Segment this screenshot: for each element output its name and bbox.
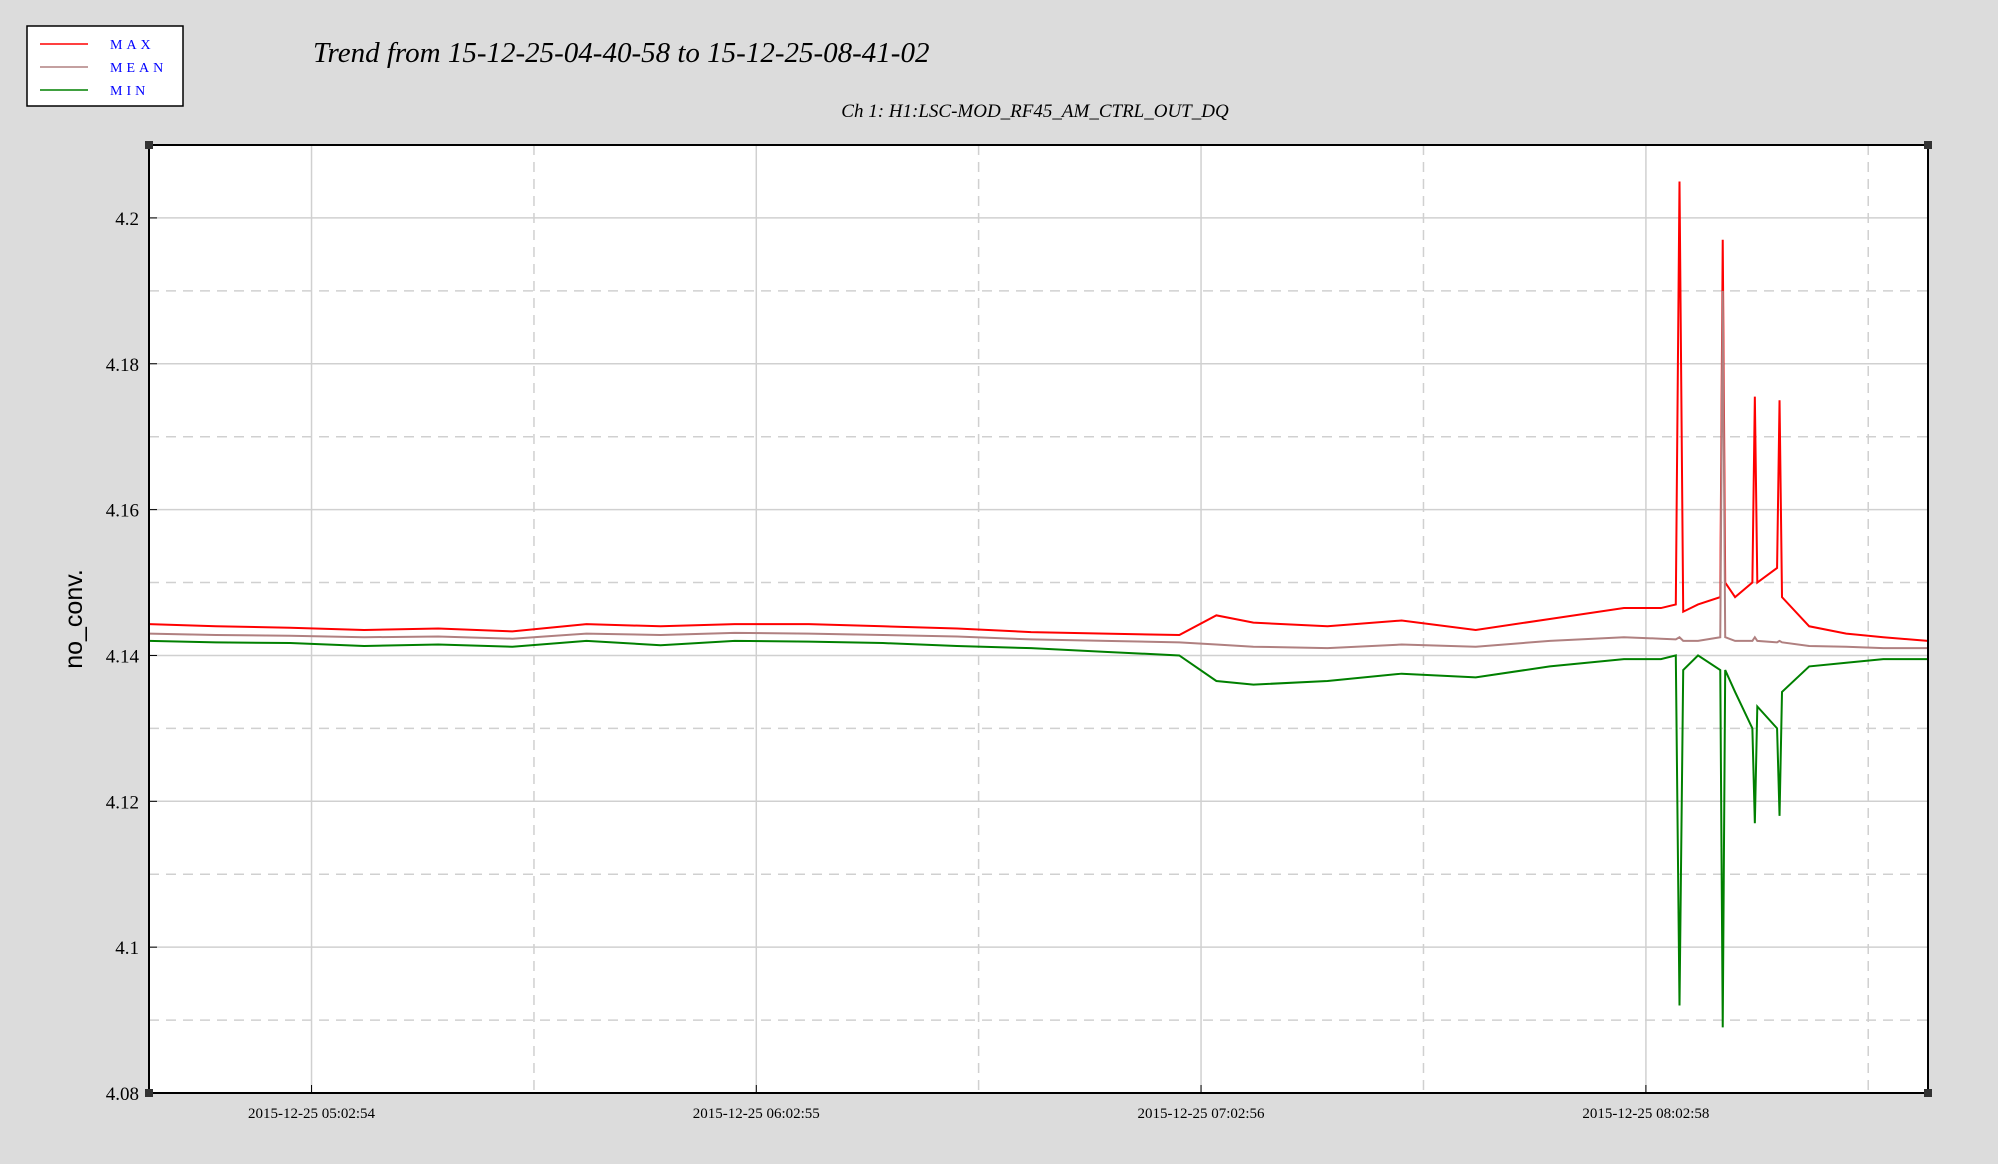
series-line <box>149 639 1928 1028</box>
x-tick-label: 2015-12-25 07:02:56 <box>1137 1106 1265 1122</box>
y-tick-label: 4.08 <box>106 1084 139 1105</box>
series-line <box>149 290 1928 650</box>
x-tick-label: 2015-12-25 05:02:54 <box>248 1106 376 1122</box>
legend-label: MIN <box>110 84 149 99</box>
plot-area <box>149 145 1928 1093</box>
x-tick-label: 2015-12-25 06:02:55 <box>693 1106 820 1122</box>
legend-label: MAX <box>110 38 155 53</box>
legend-box <box>26 25 184 107</box>
corner-mark <box>145 141 153 149</box>
y-tick-label: 4.2 <box>115 209 139 230</box>
chart-title: Trend from 15-12-25-04-40-58 to 15-12-25… <box>313 37 929 69</box>
corner-mark <box>1924 141 1932 149</box>
y-tick-label: 4.1 <box>115 938 139 959</box>
y-tick-label: 4.18 <box>106 355 139 376</box>
y-tick-label: 4.16 <box>106 501 139 522</box>
plot-frame <box>148 144 1929 1094</box>
y-axis-label: no_conv. <box>60 569 88 669</box>
series-line <box>149 181 1928 642</box>
y-tick-label: 4.12 <box>106 792 139 813</box>
corner-mark <box>1924 1089 1932 1097</box>
corner-mark <box>145 1089 153 1097</box>
x-tick-label: 2015-12-25 08:02:58 <box>1582 1106 1709 1122</box>
y-tick-label: 4.14 <box>106 646 140 667</box>
chart-subtitle: Ch 1: H1:LSC-MOD_RF45_AM_CTRL_OUT_DQ <box>841 101 1229 122</box>
legend-label: MEAN <box>110 61 167 76</box>
